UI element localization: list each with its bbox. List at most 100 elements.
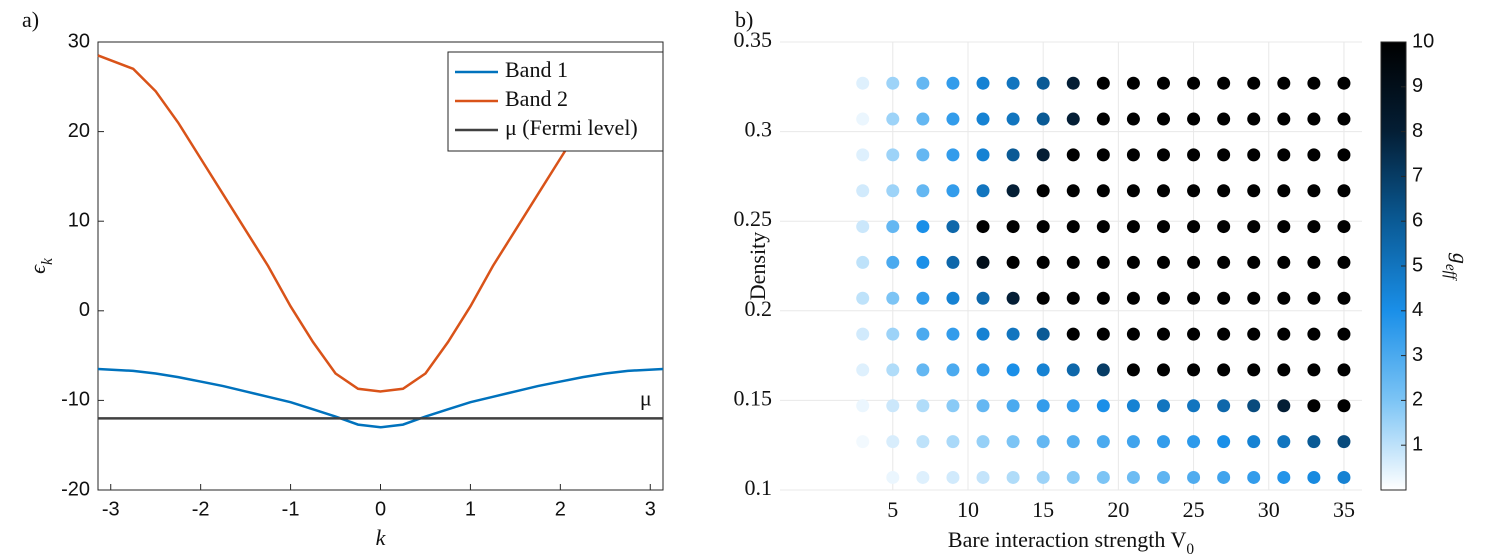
point <box>1337 148 1351 162</box>
x-axis-label: Bare interaction strength V0 <box>948 527 1194 558</box>
point <box>856 184 870 198</box>
point <box>1307 112 1321 126</box>
point <box>1156 76 1170 90</box>
point <box>1337 399 1351 413</box>
point <box>856 112 870 126</box>
point <box>1277 148 1291 162</box>
point <box>1187 291 1201 305</box>
colorbar-tick-label: 10 <box>1412 30 1434 52</box>
point <box>1066 255 1080 269</box>
point <box>1036 220 1050 234</box>
point <box>886 363 900 377</box>
point <box>1066 220 1080 234</box>
y-tick-label: 10 <box>68 209 90 231</box>
point <box>1247 470 1261 484</box>
point <box>856 255 870 269</box>
x-tick-label: -3 <box>102 498 120 520</box>
point <box>1066 112 1080 126</box>
y-tick-label: 0.35 <box>734 27 773 52</box>
point <box>1096 291 1110 305</box>
y-tick-label: 30 <box>68 30 90 52</box>
point <box>1036 112 1050 126</box>
point <box>946 112 960 126</box>
point <box>886 291 900 305</box>
colorbar-tick-label: 8 <box>1412 120 1423 142</box>
colorbar-tick-label: 6 <box>1412 209 1423 231</box>
point <box>976 470 990 484</box>
point <box>1096 220 1110 234</box>
point <box>1066 399 1080 413</box>
point <box>1277 470 1291 484</box>
point <box>916 291 930 305</box>
x-tick-label: 0 <box>375 498 386 520</box>
point <box>1096 255 1110 269</box>
point <box>1307 291 1321 305</box>
point <box>976 76 990 90</box>
point <box>1187 399 1201 413</box>
y-tick-label: 0 <box>79 299 90 321</box>
x-tick-label: -2 <box>192 498 210 520</box>
point <box>946 291 960 305</box>
point <box>1156 291 1170 305</box>
x-tick-label: 1 <box>465 498 476 520</box>
point <box>916 470 930 484</box>
point <box>1066 184 1080 198</box>
point <box>1036 291 1050 305</box>
point <box>886 399 900 413</box>
point <box>856 76 870 90</box>
point <box>1036 184 1050 198</box>
point <box>946 470 960 484</box>
point <box>1036 327 1050 341</box>
point <box>1156 112 1170 126</box>
x-tick-label: 5 <box>887 497 898 522</box>
point <box>976 148 990 162</box>
point <box>1247 291 1261 305</box>
point <box>1247 399 1261 413</box>
point <box>1006 255 1020 269</box>
point <box>886 470 900 484</box>
point <box>1277 291 1291 305</box>
point <box>856 148 870 162</box>
point <box>1337 363 1351 377</box>
point <box>1006 148 1020 162</box>
point <box>1036 363 1050 377</box>
point <box>1187 76 1201 90</box>
point <box>856 470 870 484</box>
colorbar-label: geff <box>1442 253 1473 282</box>
point <box>916 220 930 234</box>
point <box>1337 184 1351 198</box>
point <box>946 435 960 449</box>
point <box>1277 399 1291 413</box>
y-tick-label: 0.25 <box>734 206 773 231</box>
point <box>1337 220 1351 234</box>
point <box>1247 220 1261 234</box>
point <box>976 435 990 449</box>
colorbar-tick-label: 7 <box>1412 165 1423 187</box>
series-line <box>97 54 664 393</box>
y-tick-label: 0.1 <box>745 475 773 500</box>
point <box>1217 255 1231 269</box>
y-tick-label: -10 <box>61 389 90 411</box>
point <box>1096 184 1110 198</box>
point <box>1096 327 1110 341</box>
point <box>886 184 900 198</box>
point <box>856 291 870 305</box>
point <box>976 255 990 269</box>
point <box>946 255 960 269</box>
point <box>946 184 960 198</box>
point <box>976 184 990 198</box>
point <box>1187 148 1201 162</box>
point <box>916 76 930 90</box>
y-tick-label: 0.3 <box>745 117 773 142</box>
point <box>1337 76 1351 90</box>
x-tick-label: 20 <box>1107 497 1129 522</box>
point <box>886 112 900 126</box>
colorbar-tick-label: 4 <box>1412 299 1423 321</box>
point <box>1006 435 1020 449</box>
point <box>1066 148 1080 162</box>
x-tick-label: 35 <box>1333 497 1355 522</box>
point <box>1006 112 1020 126</box>
legend-label: μ (Fermi level) <box>505 115 638 140</box>
point <box>1096 399 1110 413</box>
point <box>1247 363 1261 377</box>
